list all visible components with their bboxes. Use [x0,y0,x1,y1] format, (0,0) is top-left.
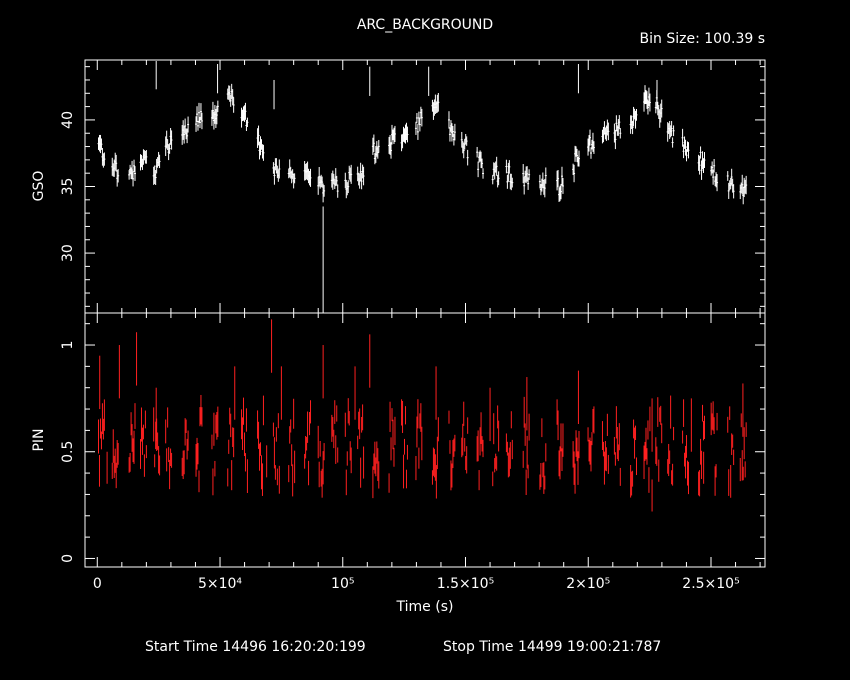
pin-y-tick-label: 0.5 [60,441,76,463]
pin-panel: 00.51 PIN [31,312,766,568]
gso-y-tick-label: 35 [60,178,76,196]
gso-y-tick-label: 40 [60,111,76,129]
pin-frame [84,312,766,568]
pin-axes: 00.51 [60,313,765,567]
x-tick-label: 2×10⁵ [566,576,610,592]
gso-y-tick-label: 30 [60,244,76,262]
x-tick-label: 1.5×10⁵ [437,576,494,592]
gso-ylabel: GSO [31,171,47,202]
x-tick-label: 10⁵ [331,576,354,592]
pin-ylabel: PIN [31,428,47,451]
bin-size-label: Bin Size: 100.39 s [640,31,765,47]
pin-y-tick-label: 0 [60,554,76,563]
start-time-label: Start Time 14496 16:20:20:199 [145,639,366,655]
x-tick-label: 5×10⁴ [198,576,242,592]
x-axis-label: Time (s) [396,599,454,615]
x-tick-label: 2.5×10⁵ [682,576,739,592]
gso-panel: 30 35 40 GSO [31,59,766,314]
x-tick-labels: 0 5×10⁴ 10⁵ 1.5×10⁵ 2×10⁵ 2.5×10⁵ [93,576,740,592]
pin-series [98,319,747,512]
x-tick-label: 0 [93,576,102,592]
gso-axes: 30 35 40 [60,60,765,313]
gso-series [97,61,748,313]
pin-y-tick-label: 1 [60,341,76,350]
stop-time-label: Stop Time 14499 19:00:21:787 [443,639,661,655]
chart-title: ARC_BACKGROUND [357,17,493,33]
